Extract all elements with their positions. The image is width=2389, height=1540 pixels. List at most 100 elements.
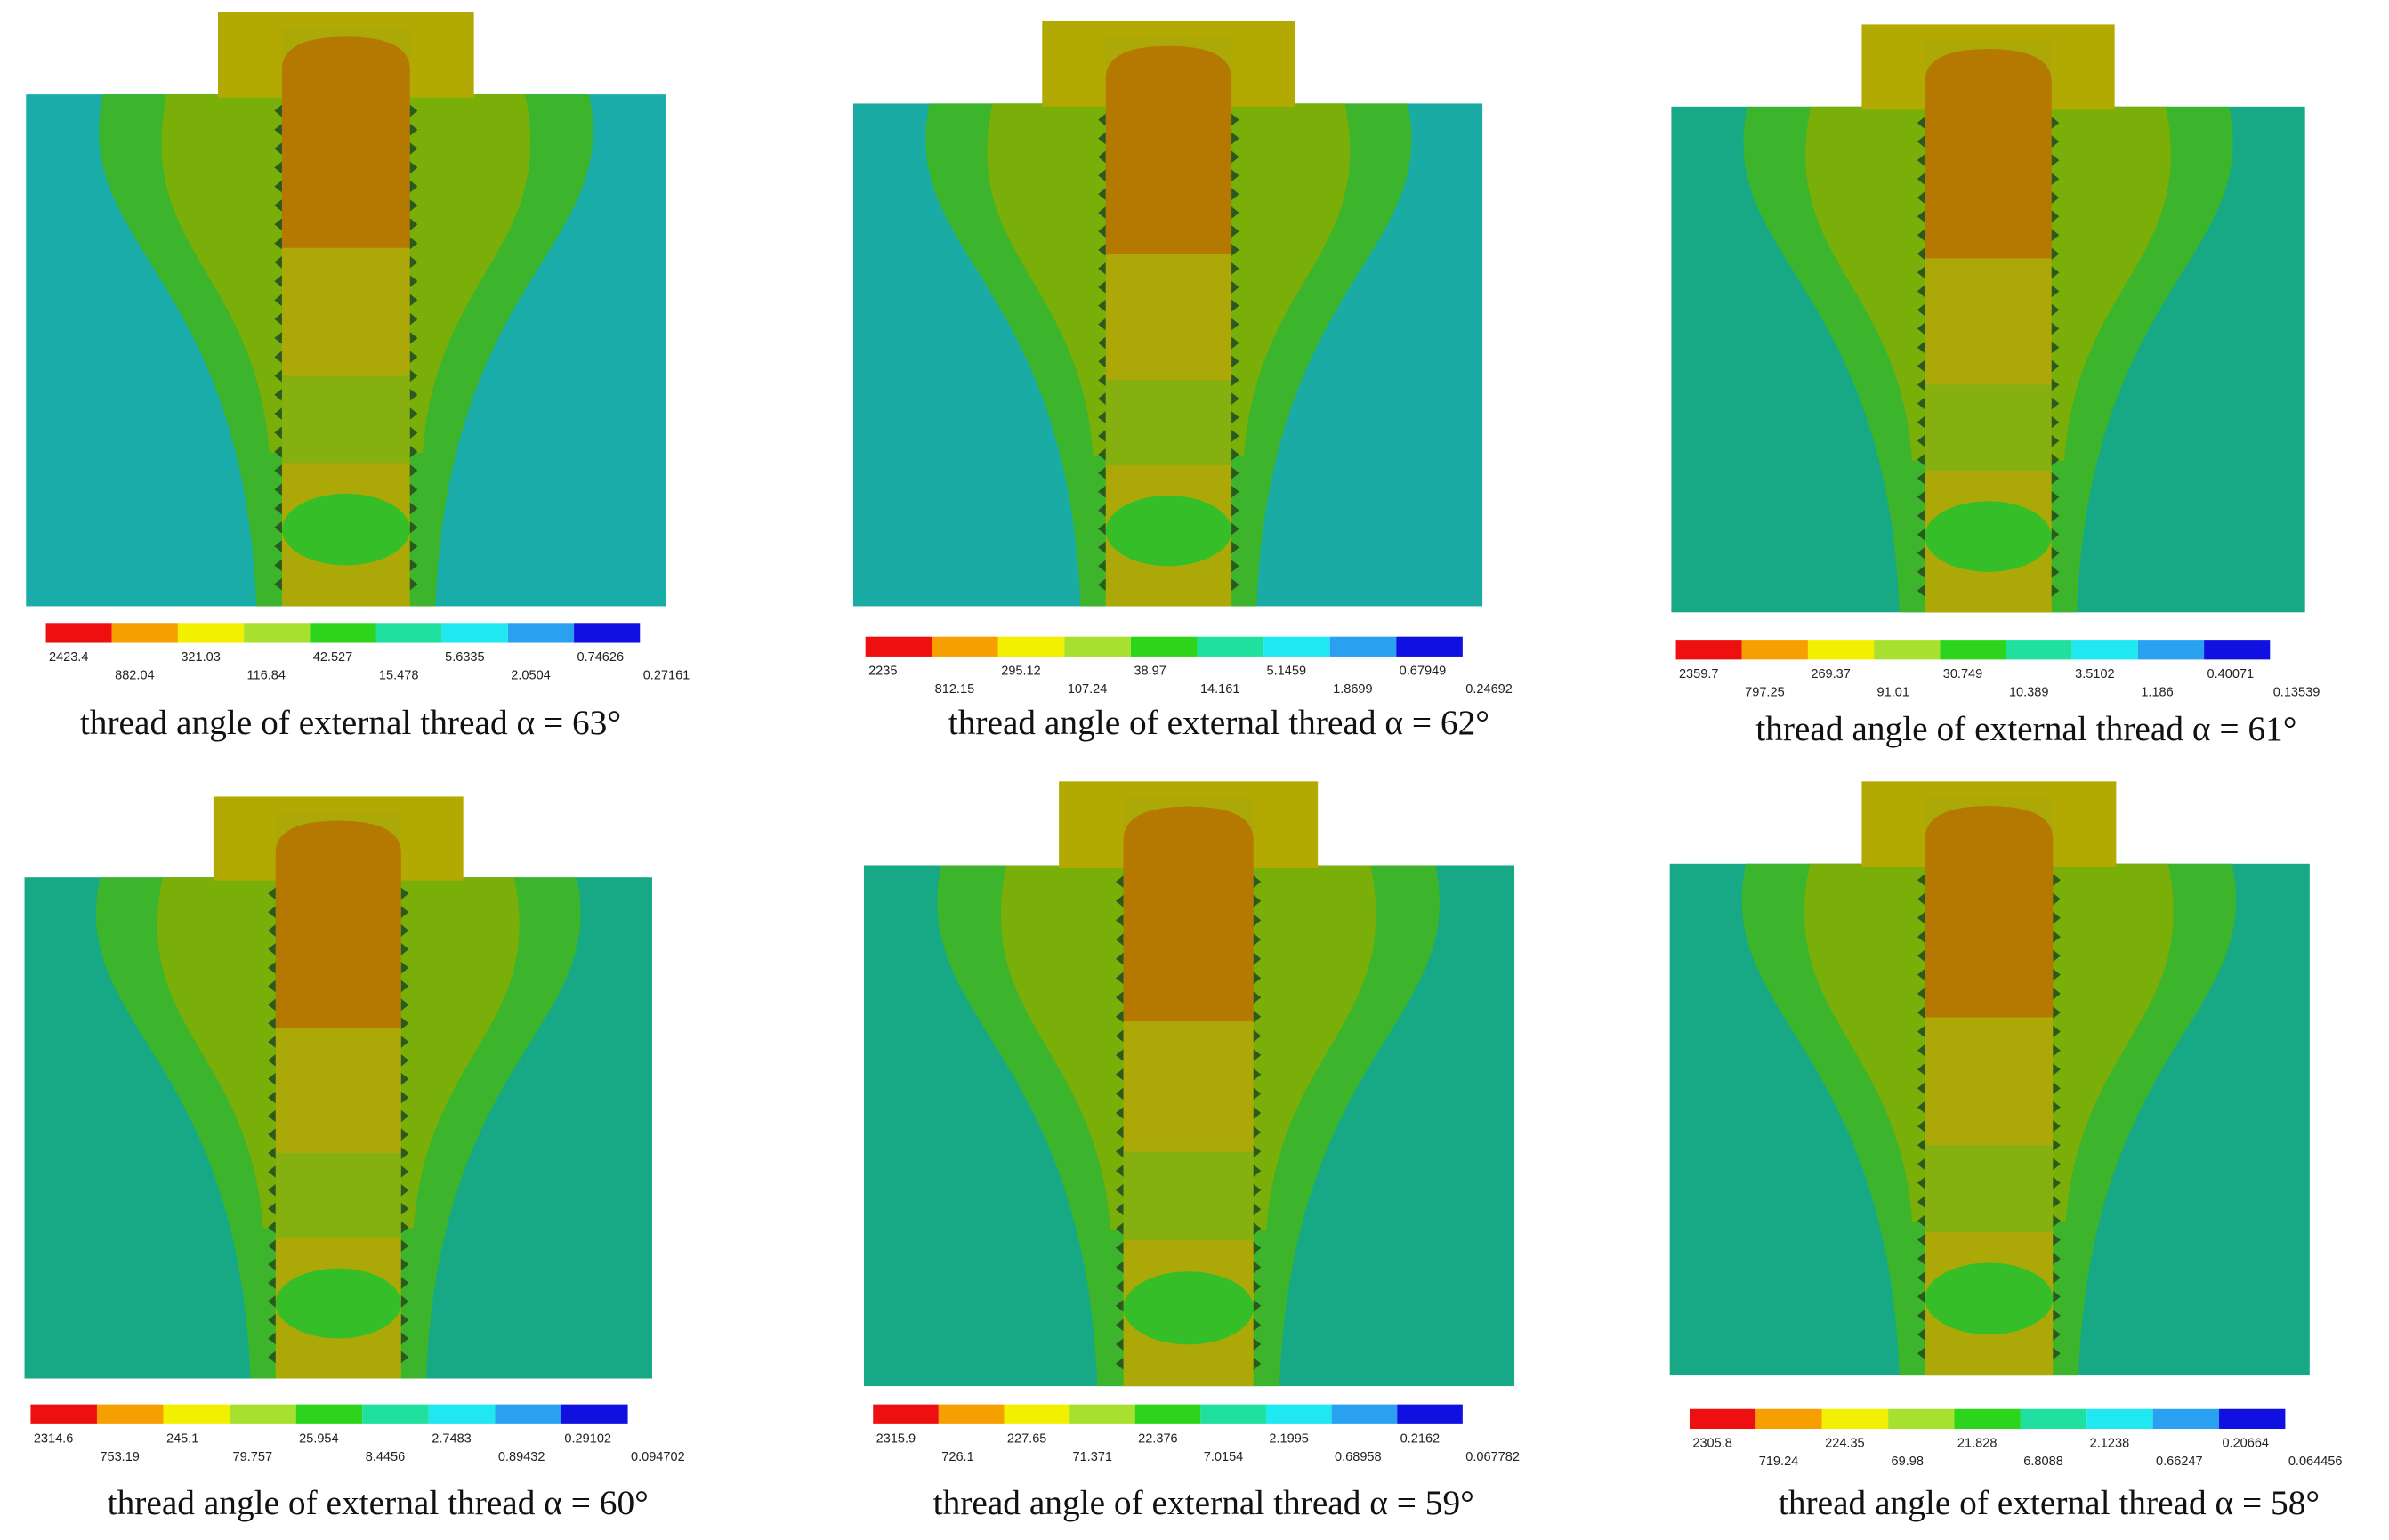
thread — [274, 180, 282, 193]
thread — [400, 1221, 409, 1234]
thread — [1098, 206, 1106, 219]
stress-zone-tip — [1925, 501, 2052, 572]
thread — [1115, 1261, 1124, 1274]
legend-label: 0.67949 — [1400, 664, 1447, 678]
panel: 2314.6 753.19 245.1 79.757 25.954 8.4456 2.748… — [24, 796, 685, 1522]
thread — [400, 998, 409, 1012]
thread — [400, 1036, 409, 1048]
thread — [1098, 299, 1106, 312]
thread — [409, 483, 418, 496]
thread — [1253, 1049, 1262, 1061]
thread — [274, 502, 282, 515]
thread — [1917, 285, 1925, 298]
thread — [274, 275, 282, 287]
thread — [1917, 135, 1925, 148]
stress-zone-orange — [1925, 49, 2052, 259]
thread — [400, 887, 409, 900]
legend-swatch — [873, 1404, 939, 1424]
thread — [274, 123, 282, 136]
thread — [274, 559, 282, 572]
thread — [1098, 225, 1106, 238]
legend-swatch — [1888, 1408, 1955, 1430]
thread — [2053, 911, 2061, 924]
thread — [1917, 154, 1925, 166]
thread — [2053, 874, 2061, 887]
thread — [1917, 874, 1925, 887]
panel: 2423.4 882.04 321.03 116.84 42.527 15.478 5.63… — [26, 12, 690, 742]
caption: thread angle of external thread α = 59° — [933, 1483, 1474, 1522]
thread — [409, 407, 418, 420]
thread — [1253, 875, 1262, 888]
thread — [400, 906, 409, 919]
thread — [409, 275, 418, 287]
legend-swatch — [295, 1404, 363, 1424]
legend-label: 245.1 — [166, 1431, 198, 1446]
thread — [1098, 150, 1106, 164]
legend-label: 91.01 — [1877, 685, 1909, 699]
thread — [409, 161, 418, 174]
thread — [1917, 117, 1925, 129]
thread — [274, 237, 282, 250]
thread — [1231, 430, 1239, 442]
thread — [2051, 546, 2060, 560]
thread — [1253, 1107, 1262, 1119]
thread — [400, 1128, 409, 1141]
thread — [2051, 397, 2060, 410]
thread — [1231, 560, 1239, 573]
thread — [1115, 1165, 1124, 1177]
thread — [400, 1109, 409, 1123]
thread — [2053, 1157, 2061, 1171]
thread — [2051, 472, 2060, 485]
thread — [1917, 911, 1925, 924]
thread — [409, 445, 418, 458]
thread — [268, 1295, 276, 1308]
thread — [268, 1072, 276, 1085]
thread — [268, 1258, 276, 1271]
legend-label: 1.8699 — [1333, 682, 1373, 697]
legend-swatch — [441, 623, 508, 643]
stress-zone-lower — [1123, 1151, 1254, 1241]
thread — [1917, 490, 1925, 504]
thread — [409, 123, 418, 136]
thread — [2053, 949, 2061, 963]
thread — [274, 218, 282, 231]
thread — [2053, 892, 2061, 906]
thread — [1253, 933, 1262, 946]
thread — [1115, 933, 1124, 946]
thread — [400, 1072, 409, 1085]
thread — [1253, 1068, 1262, 1081]
thread — [1917, 1347, 1925, 1360]
thread — [1917, 1309, 1925, 1322]
legend-swatch — [2204, 640, 2271, 660]
legend-swatch — [2006, 640, 2072, 660]
thread — [1115, 1203, 1124, 1216]
thread — [400, 1313, 409, 1326]
thread — [268, 1332, 276, 1345]
thread — [1253, 1165, 1262, 1177]
thread — [2053, 931, 2061, 943]
thread — [274, 351, 282, 364]
thread — [1115, 1087, 1124, 1101]
thread — [268, 1351, 276, 1364]
legend-swatch — [428, 1404, 496, 1424]
thread — [409, 180, 418, 193]
thread — [409, 426, 418, 439]
legend-swatch — [1331, 1404, 1398, 1424]
thread — [1115, 991, 1124, 1004]
thread — [1115, 972, 1124, 985]
thread — [400, 1351, 409, 1364]
legend-swatch — [1200, 1404, 1266, 1424]
thread — [2053, 1120, 2061, 1133]
legend-label: 2235 — [868, 664, 897, 678]
legend-swatch — [574, 623, 641, 643]
thread — [1253, 991, 1262, 1004]
legend-swatch — [1064, 636, 1131, 657]
thread — [274, 369, 282, 383]
caption: thread angle of external thread α = 58° — [1779, 1483, 2320, 1522]
thread — [274, 464, 282, 477]
thread — [409, 520, 418, 534]
thread — [2051, 509, 2060, 522]
thread — [1098, 541, 1106, 554]
thread — [1917, 341, 1925, 354]
thread — [268, 1313, 276, 1326]
